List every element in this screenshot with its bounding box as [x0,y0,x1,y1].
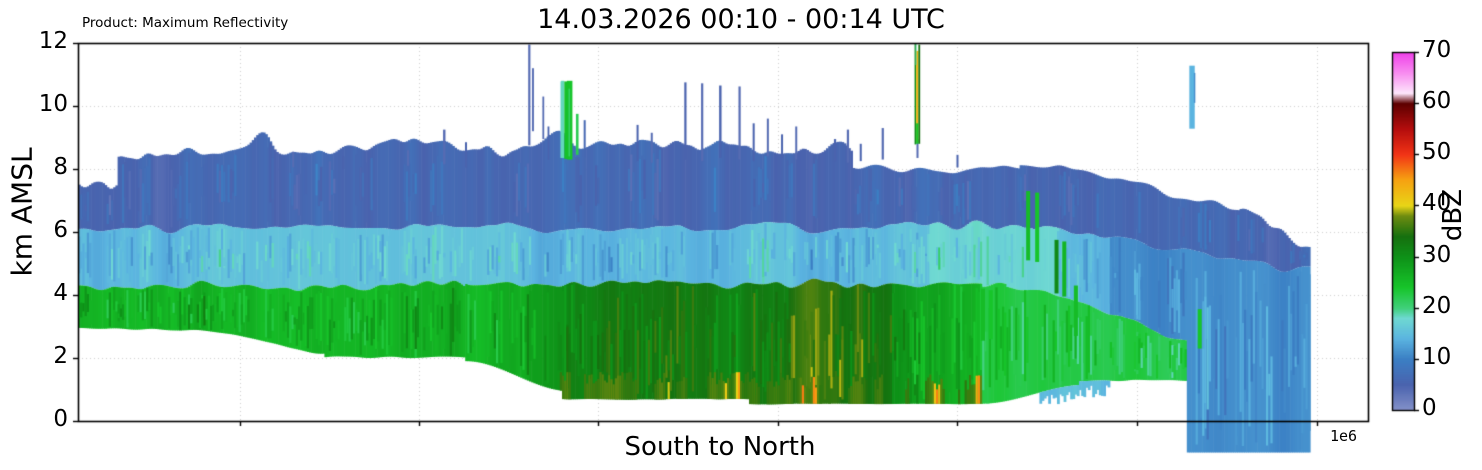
page-title: 14.03.2026 00:10 - 00:14 UTC [537,4,945,35]
y-axis-tick: 6 [53,217,68,243]
y-axis-tick: 8 [53,154,68,180]
y-axis-tick: 12 [38,28,68,54]
colorbar-tick: 10 [1422,343,1452,370]
colorbar-tick: 50 [1422,139,1452,166]
colorbar-tick: 0 [1422,395,1437,421]
x-axis-label: South to North [624,432,816,462]
colorbar-tick: 20 [1422,292,1452,319]
y-axis-tick: 10 [38,91,68,117]
colorbar-tick: 60 [1422,88,1452,115]
colorbar-tick: 70 [1422,37,1452,63]
product-label: Product: Maximum Reflectivity [82,15,289,31]
colorbar-tick: 30 [1422,241,1452,268]
colorbar-tick: 40 [1422,190,1452,217]
y-axis-tick: 4 [53,280,68,306]
x-axis-offset-label: 1e6 [1330,427,1358,445]
y-axis-tick: 0 [53,406,68,432]
y-axis-tick: 2 [53,343,68,369]
